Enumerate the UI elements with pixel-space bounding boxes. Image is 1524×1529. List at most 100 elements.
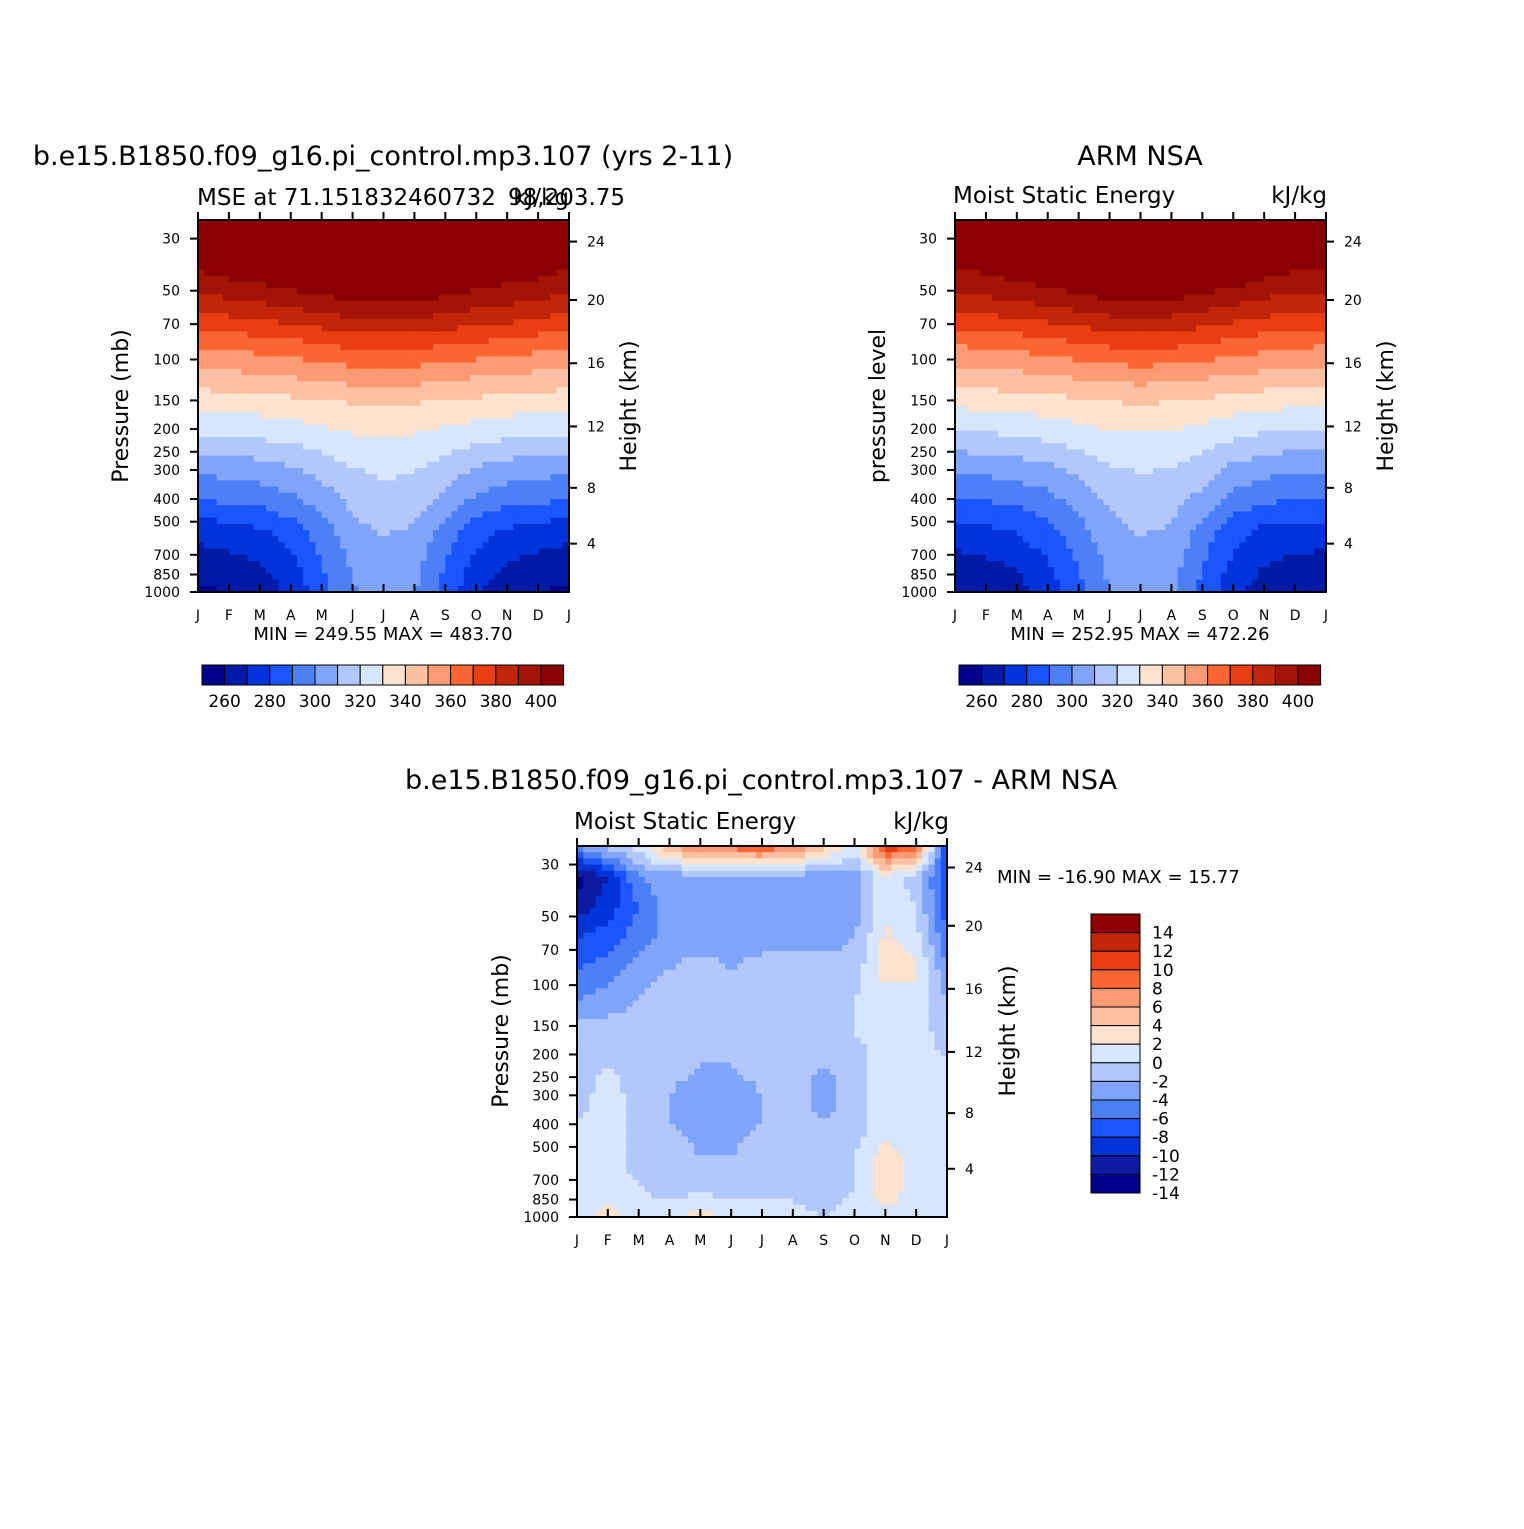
field-cell	[359, 573, 366, 580]
field-cell	[550, 449, 557, 456]
field-cell	[285, 369, 292, 376]
field-cell	[247, 437, 254, 444]
field-cell	[1227, 245, 1234, 252]
field-cell	[297, 332, 304, 339]
field-cell	[217, 313, 224, 320]
field-cell	[1023, 319, 1030, 326]
field-cell	[967, 257, 974, 264]
field-cell	[476, 232, 483, 239]
field-cell	[322, 226, 329, 233]
field-cell	[371, 499, 378, 506]
field-cell	[414, 468, 421, 475]
field-cell	[986, 257, 993, 264]
field-cell	[1128, 319, 1135, 326]
field-cell	[1283, 282, 1290, 289]
field-cell	[1035, 344, 1042, 351]
field-cell	[278, 468, 285, 475]
field-cell	[421, 257, 428, 264]
field-cell	[1289, 332, 1296, 339]
field-cell	[291, 344, 298, 351]
field-cell	[396, 270, 403, 277]
field-cell	[482, 282, 489, 289]
panel-model-title: b.e15.B1850.f09_g16.pi_control.mp3.107 (…	[33, 141, 733, 172]
field-cell	[322, 220, 329, 227]
field-cell	[544, 245, 551, 252]
month-tick-label: A	[410, 608, 420, 624]
field-cell	[210, 381, 217, 388]
field-cell	[1023, 338, 1030, 345]
field-cell	[538, 251, 545, 258]
field-cell	[1042, 332, 1049, 339]
field-cell	[229, 462, 236, 469]
field-cell	[384, 542, 391, 549]
field-cell	[204, 487, 211, 494]
field-cell	[384, 437, 391, 444]
field-cell	[229, 338, 236, 345]
field-cell	[229, 356, 236, 363]
field-cell	[476, 239, 483, 246]
field-cell	[427, 332, 434, 339]
field-cell	[1042, 325, 1049, 332]
field-cell	[414, 282, 421, 289]
field-cell	[1184, 270, 1191, 277]
field-cell	[439, 400, 446, 407]
field-cell	[260, 313, 267, 320]
field-cell	[452, 226, 459, 233]
field-cell	[1277, 245, 1284, 252]
field-cell	[328, 363, 335, 370]
field-cell	[254, 356, 261, 363]
field-cell	[204, 542, 211, 549]
field-cell	[291, 369, 298, 376]
field-cell	[1221, 220, 1228, 227]
field-cell	[402, 555, 409, 562]
field-cell	[482, 412, 489, 419]
field-cell	[1072, 307, 1079, 314]
field-cell	[992, 263, 999, 270]
field-cell	[1004, 344, 1011, 351]
field-cell	[266, 437, 273, 444]
field-cell	[476, 387, 483, 394]
field-cell	[1171, 245, 1178, 252]
field-cell	[433, 493, 440, 500]
field-cell	[247, 276, 254, 283]
field-cell	[384, 239, 391, 246]
field-cell	[464, 524, 471, 531]
field-cell	[1196, 307, 1203, 314]
field-cell	[1153, 257, 1160, 264]
field-cell	[1110, 313, 1117, 320]
field-cell	[346, 474, 353, 481]
field-cell	[210, 394, 217, 401]
field-cell	[980, 257, 987, 264]
field-cell	[1202, 257, 1209, 264]
field-cell	[526, 263, 533, 270]
field-cell	[204, 301, 211, 308]
field-cell	[1134, 276, 1141, 283]
field-cell	[464, 375, 471, 382]
field-cell	[408, 518, 415, 525]
field-cell	[285, 301, 292, 308]
field-cell	[513, 418, 520, 425]
field-cell	[433, 394, 440, 401]
colorbar-box	[518, 665, 541, 685]
field-cell	[526, 369, 533, 376]
field-cell	[414, 499, 421, 506]
field-cell	[501, 555, 508, 562]
field-cell	[1060, 350, 1067, 357]
field-cell	[334, 530, 341, 537]
field-cell	[1283, 257, 1290, 264]
field-cell	[1264, 282, 1271, 289]
field-cell	[241, 263, 248, 270]
field-cell	[371, 524, 378, 531]
field-cell	[204, 499, 211, 506]
field-cell	[458, 567, 465, 574]
field-cell	[260, 332, 267, 339]
field-cell	[297, 239, 304, 246]
field-cell	[1072, 294, 1079, 301]
field-cell	[1159, 270, 1166, 277]
field-cell	[229, 536, 236, 543]
field-cell	[557, 332, 564, 339]
field-cell	[1072, 239, 1079, 246]
field-cell	[445, 536, 452, 543]
field-cell	[297, 505, 304, 512]
field-cell	[402, 530, 409, 537]
